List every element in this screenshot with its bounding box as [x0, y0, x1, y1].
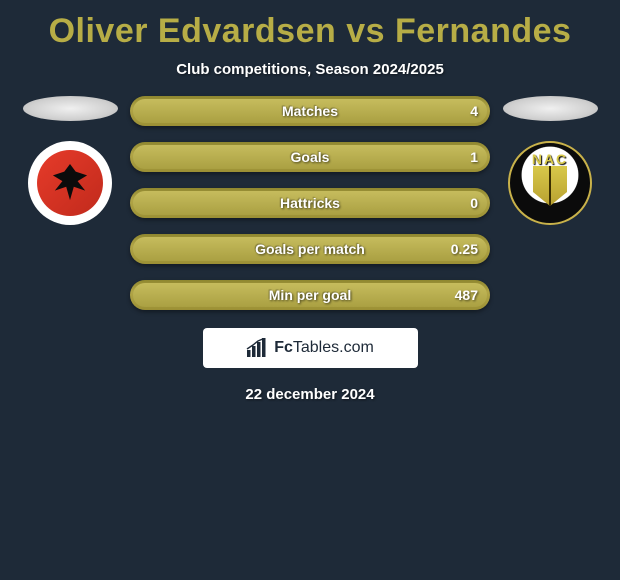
stat-row-goals: Goals 1 — [130, 142, 490, 172]
stat-value: 487 — [455, 287, 478, 303]
eagle-icon — [51, 164, 89, 202]
stat-row-min-per-goal: Min per goal 487 — [130, 280, 490, 310]
right-club-column: NAC — [500, 96, 600, 225]
date-text: 22 december 2024 — [16, 386, 604, 403]
brand-suffix: Tables.com — [293, 339, 374, 356]
stats-column: Matches 4 Goals 1 Hattricks 0 Goals per … — [120, 96, 500, 310]
left-ellipse-shadow — [23, 96, 118, 121]
left-club-shield — [37, 150, 103, 216]
stat-row-matches: Matches 4 — [130, 96, 490, 126]
stat-label: Matches — [282, 103, 338, 119]
brand-box: FcTables.com — [203, 328, 418, 368]
right-club-text: NAC — [510, 151, 590, 167]
stat-value: 1 — [470, 149, 478, 165]
right-ellipse-shadow — [503, 96, 598, 121]
stat-row-goals-per-match: Goals per match 0.25 — [130, 234, 490, 264]
stat-label: Hattricks — [280, 195, 340, 211]
page-title: Oliver Edvardsen vs Fernandes — [16, 12, 604, 51]
stat-value: 4 — [470, 103, 478, 119]
subtitle: Club competitions, Season 2024/2025 — [16, 61, 604, 78]
comparison-row: Matches 4 Goals 1 Hattricks 0 Goals per … — [16, 96, 604, 310]
stat-row-hattricks: Hattricks 0 — [130, 188, 490, 218]
shield-icon — [533, 166, 567, 206]
brand-prefix: Fc — [274, 339, 293, 356]
stat-label: Goals per match — [255, 241, 365, 257]
stat-value: 0 — [470, 195, 478, 211]
left-club-column — [20, 96, 120, 225]
stat-label: Goals — [291, 149, 330, 165]
stat-value: 0.25 — [451, 241, 478, 257]
brand-text: FcTables.com — [274, 339, 374, 357]
left-club-logo — [28, 141, 112, 225]
comparison-card: Oliver Edvardsen vs Fernandes Club compe… — [0, 0, 620, 411]
stat-label: Min per goal — [269, 287, 351, 303]
right-club-logo: NAC — [508, 141, 592, 225]
bar-chart-icon — [246, 338, 268, 358]
